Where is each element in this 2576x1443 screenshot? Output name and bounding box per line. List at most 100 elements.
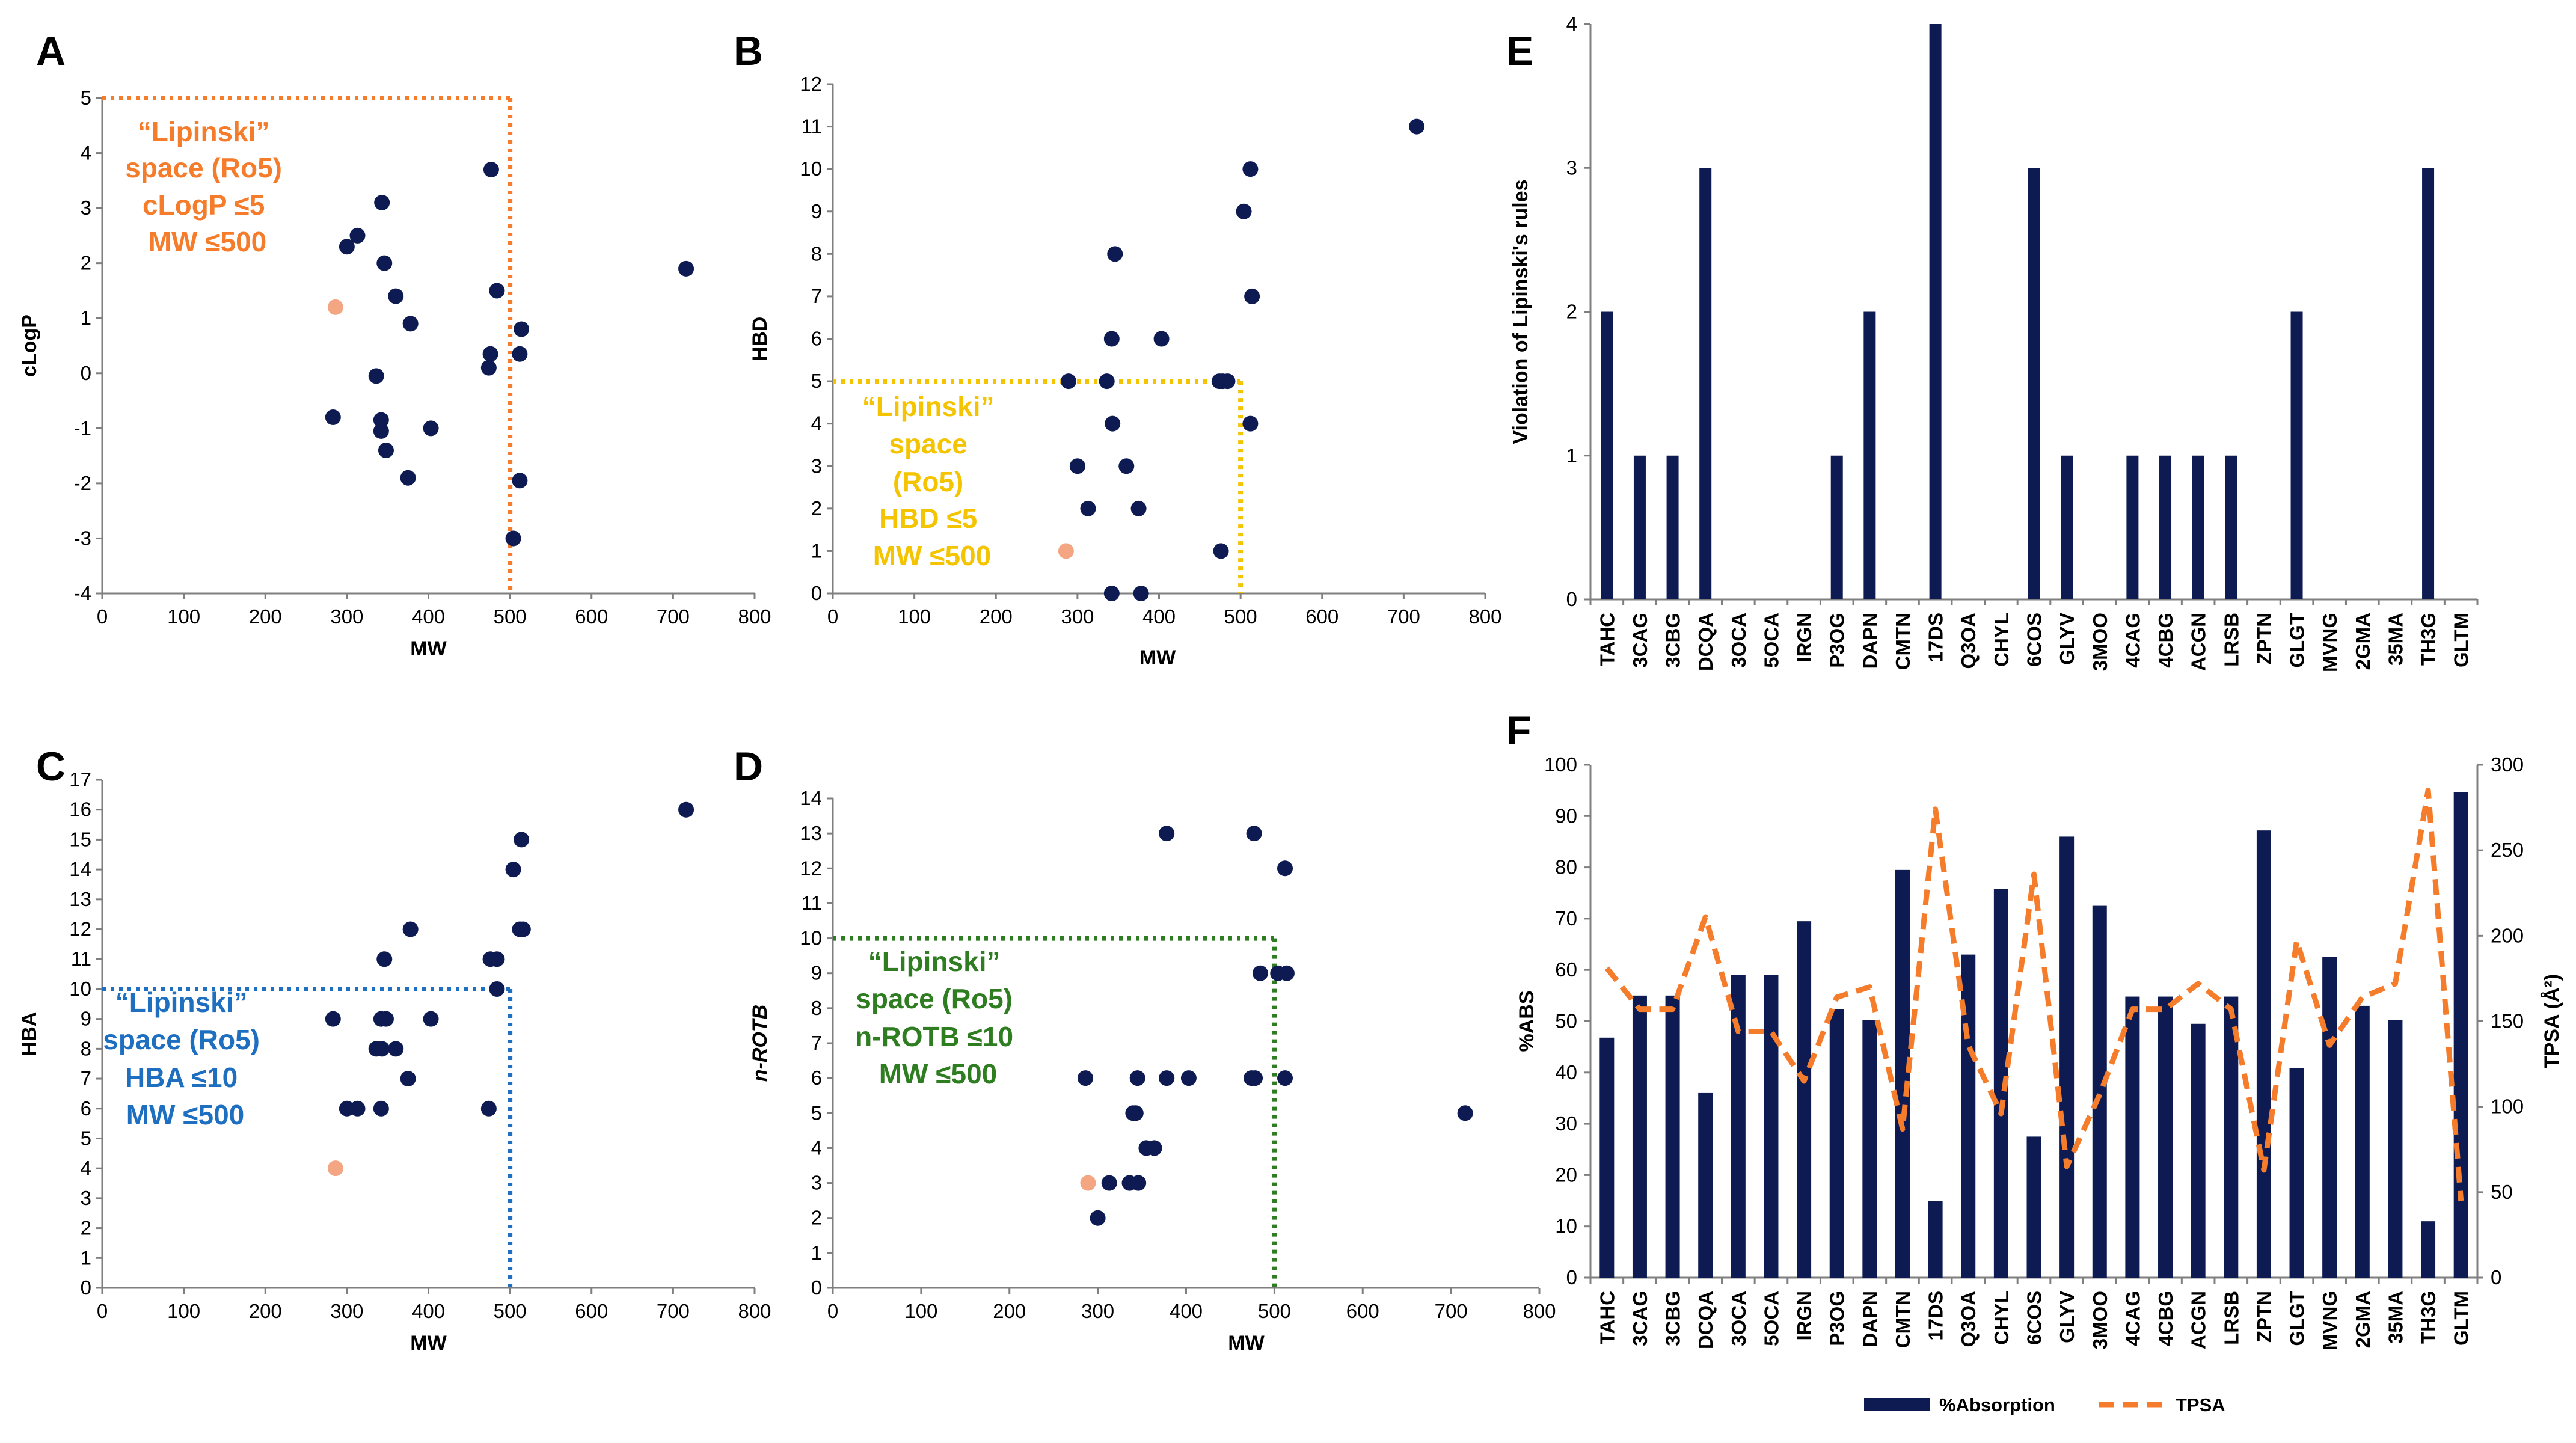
panel-f-bars [1599,792,2468,1278]
data-point [489,951,505,967]
category-label: CHYL [1990,613,2013,667]
category-label: 3MOO [2089,613,2111,671]
panel-a-annotation: “Lipinski” space (Ro5) cLogP ≤5 MW ≤500 [125,116,290,257]
data-point [515,921,531,937]
panel-c-letter: C [36,744,66,789]
category-label: 3MOO [2089,1291,2111,1349]
data-point [505,862,521,878]
y-tick-label: 0 [1566,588,1577,610]
highlight-point [1080,1175,1096,1191]
x-tick-label: 0 [827,605,838,628]
panel-c-x-ticks: 0 100 200 300 400 500 600 700 800 [97,1288,771,1322]
data-point [1244,288,1260,304]
category-label: TH3G [2417,1291,2440,1344]
data-point [505,530,521,547]
panel-d-x-label: MW [1228,1332,1265,1355]
bar [1929,24,1942,599]
data-point [1105,415,1121,432]
panel-d-y-label: n-ROTB [749,1005,771,1082]
y-tick-label: 5 [811,1101,822,1124]
panel-c-x-label: MW [410,1332,447,1355]
x-tick-label: 600 [575,605,608,628]
data-point [402,316,419,332]
panel-f-y2-label: TPSA (Å²) [2541,974,2563,1068]
x-tick-label: 800 [1523,1300,1556,1322]
data-point [339,239,355,255]
data-point [1103,586,1120,601]
bar [2256,830,2271,1278]
category-label: 17DS [1925,1291,1947,1341]
category-label: 35MA [2384,613,2406,666]
category-label: TAHC [1596,613,1618,666]
bar [1829,1009,1844,1278]
y-tick-label: 0 [1566,1266,1577,1288]
category-label: 3CBG [1662,1291,1684,1346]
x-tick-label: 0 [827,1300,838,1322]
y-tick-label: 3 [81,197,91,219]
x-tick-label: 200 [993,1300,1026,1322]
data-point [1146,1140,1162,1156]
y-tick-label: 3 [811,1172,822,1194]
panel-c-ro5-threshold [102,986,513,1288]
y2-tick-label: 50 [2491,1181,2513,1203]
data-point [423,420,439,437]
x-tick-label: 800 [738,605,771,628]
category-label: GLYV [2056,613,2078,665]
data-point [1242,415,1259,432]
panel-a-x-ticks: 0 100 200 300 400 500 600 700 800 [97,593,771,628]
y-tick-label: 3 [1566,156,1577,179]
y-tick-label: 14 [800,787,822,809]
tpsa-series-line [1604,788,2464,1201]
category-label: DAPN [1859,613,1881,669]
y-tick-label: 6 [81,1097,91,1120]
y-tick-label: 8 [81,1037,91,1059]
data-point [1277,860,1293,877]
data-point [483,162,499,178]
bar [2322,957,2337,1278]
panel-f-absorption-tpsa: F 0 10 20 30 40 50 60 70 80 90 100 0 50 100 150 200 250… [1506,708,2563,1415]
category-label: ACGN [2188,613,2210,671]
data-point [400,1071,416,1087]
y-tick-label: 1 [81,307,91,329]
y-tick-label: 50 [1555,1010,1577,1032]
bar [2290,311,2303,599]
data-point [373,423,389,439]
x-tick-label: 700 [657,605,690,628]
y-tick-label: 90 [1555,804,1577,827]
category-label: Q3OA [1957,1291,1980,1347]
data-point [1103,331,1120,347]
y2-tick-label: 150 [2491,1010,2524,1032]
x-tick-label: 200 [980,605,1013,628]
category-label: CMTN [1892,613,1914,670]
data-point [376,951,393,967]
data-point [423,1011,439,1027]
panel-a-x-label: MW [410,637,447,660]
y-tick-label: 100 [1544,753,1577,776]
category-label: 35MA [2384,1291,2406,1344]
panel-d-x-ticks: 0 100 200 300 400 500 600 700 800 [827,1288,1556,1322]
data-point [512,346,528,362]
data-point [1457,1105,1473,1121]
x-tick-label: 800 [1468,605,1501,628]
x-tick-label: 600 [1346,1300,1379,1322]
x-tick-label: 100 [898,605,931,628]
y2-tick-label: 250 [2491,839,2524,861]
category-label: GLGT [2286,613,2308,668]
x-tick-label: 700 [1387,605,1420,628]
category-label: DCQA [1694,1291,1717,1349]
data-point [1129,1070,1145,1086]
bar [1633,455,1646,599]
bar [2059,836,2075,1278]
bar [2192,455,2204,599]
data-point [1278,965,1295,981]
y-tick-label: -2 [74,472,91,494]
bar [2125,996,2140,1278]
data-point [1180,1070,1197,1086]
category-label: TH3G [2417,613,2440,666]
category-label: P3OG [1826,613,1848,668]
data-point [1159,826,1175,842]
panel-f-y-ticks: 0 10 20 30 40 50 60 70 80 90 100 [1544,753,1590,1288]
category-label: P3OG [1826,1291,1848,1346]
bar [2355,1005,2370,1278]
